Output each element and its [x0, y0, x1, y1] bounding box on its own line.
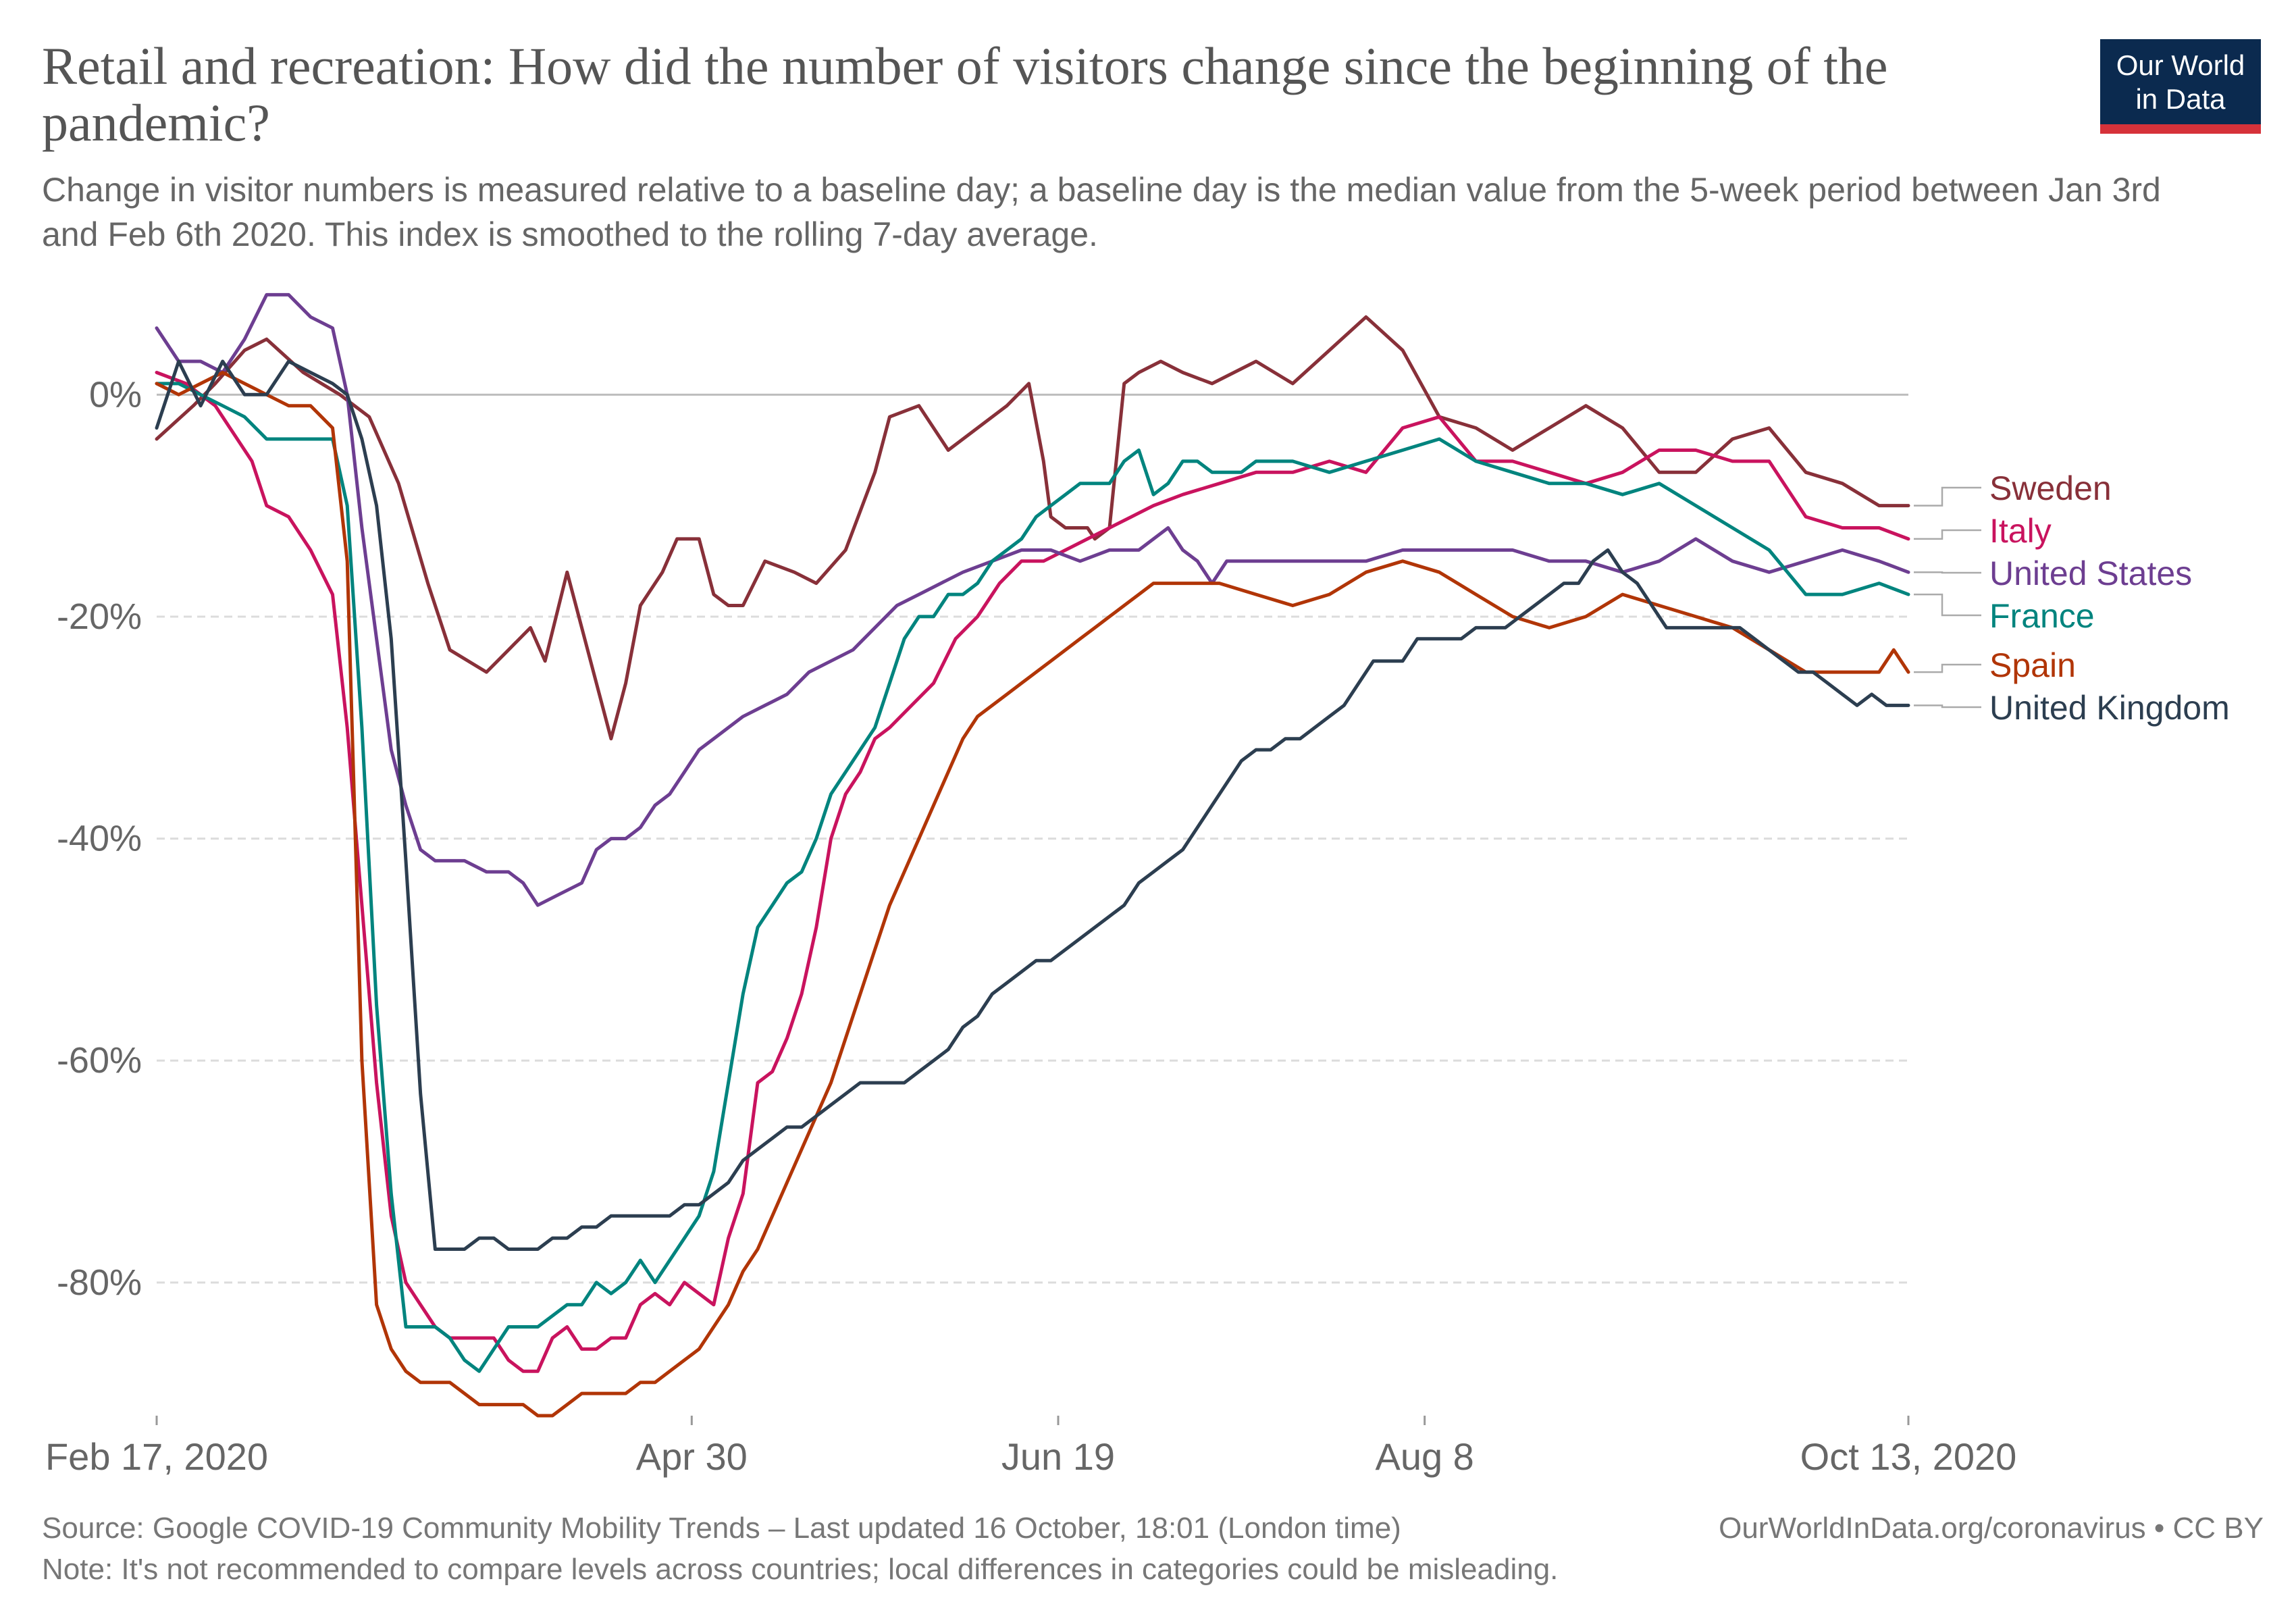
x-tick-label: Jun 19 [1001, 1435, 1115, 1478]
label-connector [1914, 704, 1981, 709]
label-connector [1914, 593, 1981, 617]
series-label[interactable]: Sweden [1989, 469, 2112, 507]
label-connector [1914, 529, 1981, 540]
x-tick-label: Feb 17, 2020 [45, 1435, 268, 1478]
x-tick-label: Aug 8 [1375, 1435, 1473, 1478]
series-end-labels: Sweden Italy United States France Spain Unite… [1914, 469, 2230, 727]
x-tick-label: Apr 30 [636, 1435, 748, 1478]
logo-accent-bar [2100, 124, 2261, 134]
series-label[interactable]: Spain [1989, 646, 2076, 684]
y-tick-label: -20% [57, 596, 142, 637]
series-label[interactable]: Italy [1989, 512, 2052, 550]
series-line-united-kingdom[interactable] [155, 359, 1910, 1251]
y-tick-label: -60% [57, 1040, 142, 1081]
series-line-italy[interactable] [155, 371, 1910, 1373]
footer-note: Note: It's not recommended to compare le… [42, 1553, 1559, 1586]
gridlines [157, 393, 1908, 1284]
series-line-france[interactable] [155, 382, 1910, 1373]
chart-title: Retail and recreation: How did the numbe… [42, 36, 1888, 152]
source-text: Source: Google COVID-19 Community Mobili… [42, 1512, 1401, 1545]
label-connector [1914, 571, 1981, 574]
label-connector [1914, 663, 1981, 673]
logo-line-1: Our World [2116, 49, 2245, 81]
chart-subtitle: Change in visitor numbers is measured re… [42, 171, 2161, 253]
series-label[interactable]: United Kingdom [1989, 689, 2230, 727]
label-connector [1914, 486, 1981, 507]
y-axis-labels: 0% -20% -40% -60% -80% [57, 374, 142, 1303]
source-link[interactable]: OurWorldInData.org/coronavirus • CC BY [1719, 1512, 2264, 1545]
series-lines [155, 292, 1910, 1418]
x-axis-labels: Feb 17, 2020 Apr 30 Jun 19 Aug 8 Oct 13, 202… [45, 1416, 2016, 1478]
footer-source-row: Source: Google COVID-19 Community Mobili… [42, 1510, 2264, 1547]
series-line-spain[interactable] [155, 371, 1910, 1418]
y-tick-label: -80% [57, 1262, 142, 1303]
y-tick-label: -40% [57, 819, 142, 859]
x-tick-label: Oct 13, 2020 [1800, 1435, 2017, 1478]
y-tick-label: 0% [89, 374, 142, 415]
series-line-sweden[interactable] [155, 315, 1910, 741]
owid-logo[interactable]: Our World in Data [2100, 39, 2261, 134]
logo-line-2: in Data [2135, 83, 2226, 115]
series-line-united-states[interactable] [155, 292, 1910, 907]
series-label[interactable]: France [1989, 597, 2095, 635]
series-label[interactable]: United States [1989, 555, 2192, 592]
